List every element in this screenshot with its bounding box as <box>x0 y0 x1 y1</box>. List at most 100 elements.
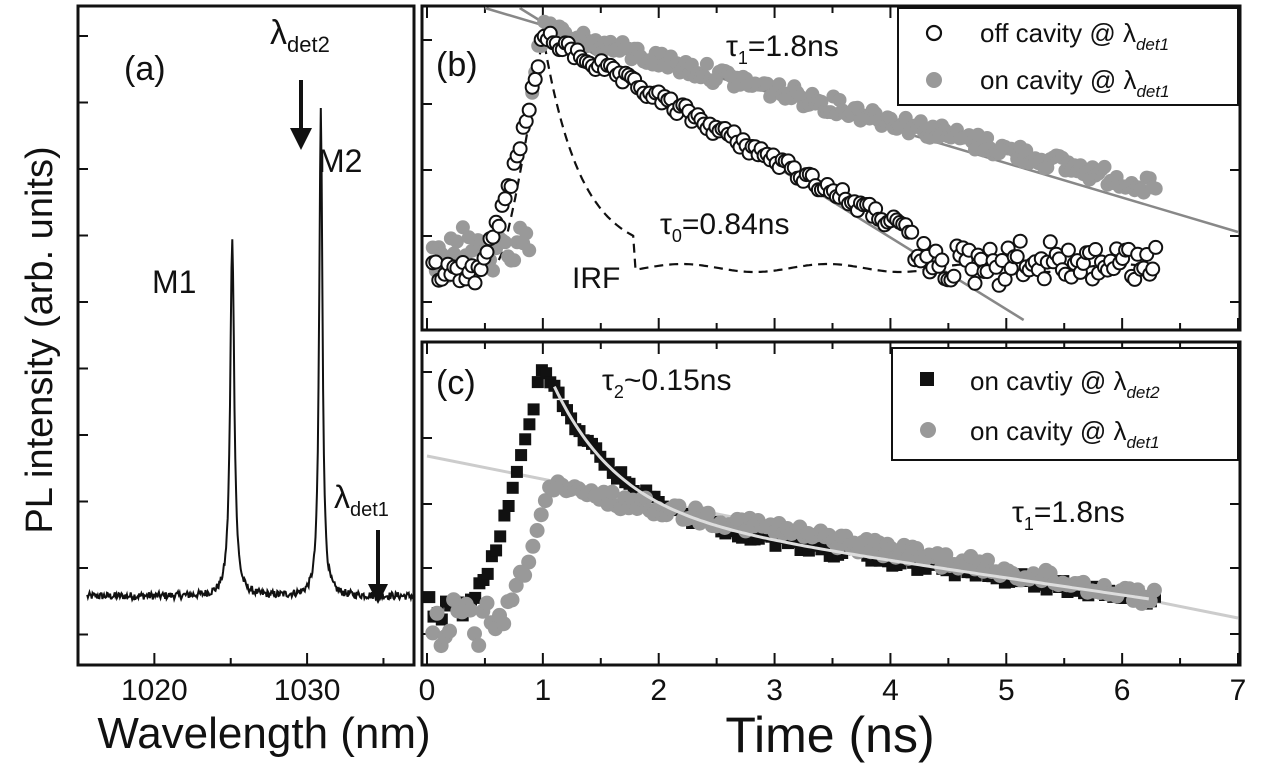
data-point-off-cavity-det1 <box>521 102 537 118</box>
data-point-off-cavity-det1 <box>479 244 495 260</box>
x-tick-label-time: 3 <box>766 674 783 707</box>
data-point-on-cavity-det1-c <box>467 626 482 642</box>
x-tick-label-time: 0 <box>419 674 436 707</box>
legend-c-marker-gray <box>920 422 936 438</box>
data-point-off-cavity-det1 <box>1060 242 1076 258</box>
data-point-off-cavity-det1 <box>1012 233 1028 249</box>
data-point-on-cavity-det1 <box>913 114 928 129</box>
data-point-on-cavity-det1-c <box>471 637 487 653</box>
arrow-det2 <box>290 80 312 150</box>
data-point-on-cavity-det2 <box>602 457 615 470</box>
x-tick-labels: 1020 1030 0 1 2 3 4 5 6 7 <box>121 674 1246 707</box>
data-point-on-cavity-det2 <box>540 367 553 380</box>
panel-b-frame <box>420 4 1242 332</box>
x-tick-label-time: 4 <box>882 674 899 707</box>
data-point-on-cavity-det1 <box>1097 159 1112 174</box>
data-point-on-cavity-det1-c <box>479 595 495 611</box>
arrow-det1 <box>368 530 388 604</box>
data-point-on-cavity-det1-c <box>462 602 478 618</box>
panel-a-plot <box>86 107 415 603</box>
y-axis-label: PL intensity (arb. units) <box>19 146 61 533</box>
m2-label: M2 <box>318 143 362 179</box>
x-tick-label-time: 1 <box>535 674 552 707</box>
data-point-off-cavity-det1 <box>527 71 543 87</box>
panel-b-label: (b) <box>436 46 478 84</box>
data-point-off-cavity-det1 <box>1145 261 1161 277</box>
legend-b-marker-open <box>925 24 943 42</box>
data-point-off-cavity-det1 <box>485 229 501 245</box>
legend-b-entry-1: off cavity @ λdet1 <box>980 18 1169 54</box>
data-point-on-cavity-det2 <box>423 591 436 604</box>
tau1-b-label: τ1=1.8ns <box>726 30 839 68</box>
data-point-on-cavity-det2 <box>494 530 507 543</box>
data-point-off-cavity-det1 <box>997 271 1013 287</box>
x-tick-label-time: 6 <box>1114 674 1131 707</box>
data-point-on-cavity-det1 <box>522 243 537 258</box>
x-tick-label-time: 5 <box>998 674 1015 707</box>
data-point-on-cavity-det2 <box>502 500 515 512</box>
data-point-on-cavity-det2 <box>515 449 528 462</box>
data-point-on-cavity-det1-c <box>537 493 553 509</box>
data-point-on-cavity-det2 <box>498 509 511 522</box>
data-point-on-cavity-det2 <box>506 481 519 494</box>
data-point-off-cavity-det1 <box>497 191 513 207</box>
data-point-off-cavity-det1 <box>491 218 507 234</box>
data-point-off-cavity-det1 <box>904 224 920 240</box>
data-point-on-cavity-det1-c <box>517 567 533 583</box>
data-point-off-cavity-det1 <box>512 141 528 157</box>
m1-label: M1 <box>152 264 196 300</box>
lambda-det1-label: λdet1 <box>334 479 389 521</box>
data-point-off-cavity-det1 <box>946 268 962 284</box>
data-point-on-cavity-det1 <box>519 226 534 241</box>
legend-c-entry-1: on cavtiy @ λdet2 <box>970 366 1160 402</box>
data-point-off-cavity-det1 <box>934 252 950 268</box>
legend-c: on cavtiy @ λdet2 on cavity @ λdet1 <box>891 347 1239 461</box>
panel-c-label: (c) <box>436 364 476 402</box>
x-tick-label-time: 7 <box>1230 674 1247 707</box>
pl-spectrum-line <box>86 107 415 603</box>
data-point-on-cavity-det2 <box>490 544 503 557</box>
data-point-on-cavity-det1 <box>832 93 847 107</box>
data-point-on-cavity-det1-c <box>529 523 545 538</box>
data-point-on-cavity-det2 <box>523 418 536 431</box>
x-tick-label-wavelength: 1030 <box>274 674 341 707</box>
data-point-on-cavity-det1 <box>507 253 522 268</box>
data-point-on-cavity-det1-c <box>425 625 441 641</box>
legend-c-marker-square <box>920 372 934 386</box>
data-point-on-cavity-det1 <box>486 263 500 278</box>
x-tick-label-time: 2 <box>650 674 667 707</box>
legend-b-marker-gray <box>926 72 942 88</box>
panel-a-label: (a) <box>124 50 166 88</box>
data-point-on-cavity-det1-c <box>521 554 537 570</box>
lambda-det2-label: λdet2 <box>270 14 330 57</box>
data-point-on-cavity-det1-c <box>1146 582 1162 598</box>
data-point-on-cavity-det1-c <box>429 605 445 621</box>
data-point-on-cavity-det1-c <box>604 484 620 500</box>
data-point-on-cavity-det1-c <box>442 623 457 639</box>
tau1-c-label: τ1=1.8ns <box>1012 496 1125 534</box>
data-point-off-cavity-det1 <box>1042 234 1058 250</box>
axis-ticks <box>77 6 1240 665</box>
data-point-on-cavity-det2 <box>481 567 494 580</box>
tau2-label: τ2~0.15ns <box>602 364 731 402</box>
data-point-off-cavity-det1 <box>530 59 546 75</box>
x-tick-label-wavelength: 1020 <box>121 674 188 707</box>
data-point-off-cavity-det1 <box>428 254 444 270</box>
data-point-on-cavity-det1-c <box>533 507 549 523</box>
legend-b-entry-2: on cavity @ λdet1 <box>980 65 1170 101</box>
data-point-on-cavity-det2 <box>519 433 532 446</box>
data-point-off-cavity-det1 <box>467 275 483 291</box>
x-axis-label-wavelength: Wavelength (nm) <box>97 709 430 758</box>
data-point-on-cavity-det1-c <box>446 592 462 608</box>
fit-curve-tau2 <box>553 385 1150 601</box>
data-point-off-cavity-det1 <box>1009 249 1025 265</box>
data-point-on-cavity-det1-c <box>504 592 520 608</box>
data-point-off-cavity-det1 <box>503 179 519 194</box>
legend-b: off cavity @ λdet1 on cavity @ λdet1 <box>897 7 1239 106</box>
data-point-on-cavity-det1-c <box>496 616 512 632</box>
data-point-on-cavity-det1 <box>449 234 464 249</box>
panel-c-plot <box>423 364 1239 654</box>
data-point-on-cavity-det1 <box>498 235 513 250</box>
data-point-on-cavity-det1-c <box>525 538 541 554</box>
